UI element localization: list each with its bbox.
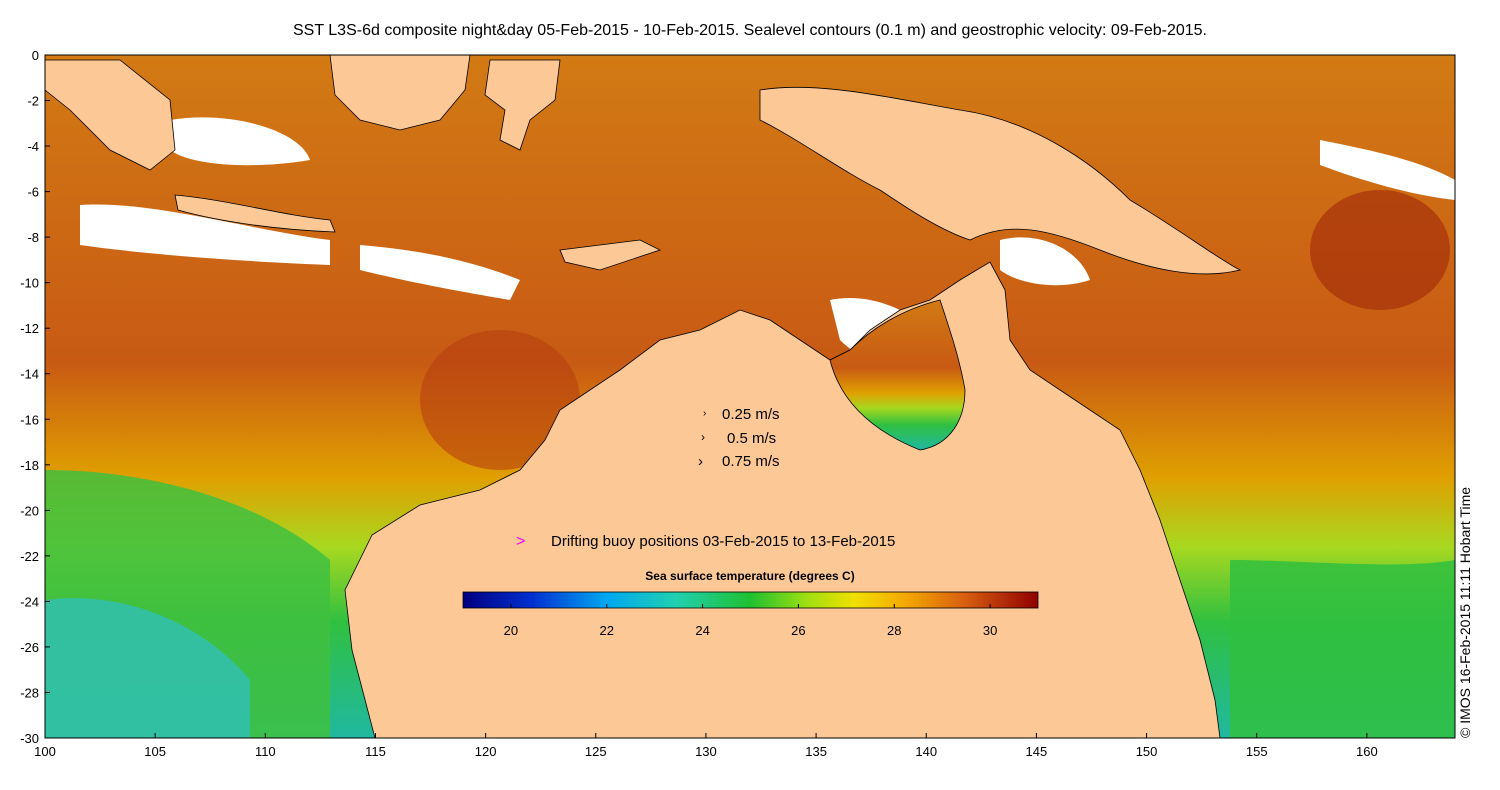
velocity-legend: › 0.25 m/s › 0.5 m/s › 0.75 m/s: [698, 406, 780, 470]
page-title: SST L3S-6d composite night&day 05-Feb-20…: [293, 22, 1207, 39]
x-tick-label: 105: [144, 744, 166, 759]
colorbar-tick-label: 26: [791, 623, 805, 638]
cloud-patch: [170, 117, 310, 166]
borneo-land: [329, 55, 471, 131]
colorbar-gradient: [462, 591, 1039, 609]
y-tick-label: -28: [20, 685, 39, 700]
x-tick-label: 100: [34, 744, 56, 759]
cloud-patch: [80, 204, 330, 265]
cloud-patch: [1320, 140, 1455, 200]
velocity-legend-label: 0.75 m/s: [722, 453, 780, 470]
cloud-patch: [1000, 237, 1090, 286]
warm-patch: [420, 330, 580, 470]
velocity-arrow-icon: ›: [703, 408, 706, 419]
y-tick-label: -20: [20, 503, 39, 518]
x-tick-label: 135: [805, 744, 827, 759]
new-guinea-land: [759, 86, 1242, 275]
y-tick-label: -12: [20, 321, 39, 336]
y-tick-label: -30: [20, 731, 39, 746]
y-tick-label: -8: [27, 230, 39, 245]
x-tick-label: 155: [1246, 744, 1268, 759]
y-tick-label: -2: [27, 94, 39, 109]
colorbar-ticks: 20 22 24 26 28 30: [504, 604, 997, 638]
x-axis: 100 105 110 115 120 125 130 135 140 145 150 155 160: [34, 733, 1378, 759]
y-tick-label: -24: [20, 594, 39, 609]
x-tick-label: 140: [915, 744, 937, 759]
velocity-arrow-icon: ›: [701, 430, 705, 444]
x-tick-label: 120: [475, 744, 497, 759]
y-tick-label: -18: [20, 458, 39, 473]
map-field: [45, 55, 1455, 738]
x-tick-label: 115: [365, 744, 386, 759]
y-tick-label: -22: [20, 549, 39, 564]
colorbar-tick-label: 30: [983, 623, 997, 638]
timor-land: [559, 239, 662, 271]
y-tick-label: -16: [20, 412, 39, 427]
x-tick-label: 145: [1026, 744, 1048, 759]
buoy-legend: > Drifting buoy positions 03-Feb-2015 to…: [516, 533, 895, 550]
australia-land: [344, 261, 1221, 738]
plot-frame: [44, 54, 1456, 739]
y-tick-label: -14: [20, 367, 39, 382]
gulf-of-carpentaria: [829, 299, 966, 451]
colorbar-tick-label: 28: [887, 623, 901, 638]
y-tick-label: -10: [20, 276, 39, 291]
velocity-legend-label: 0.5 m/s: [727, 430, 776, 447]
warm-patch: [1310, 190, 1450, 310]
x-tick-label: 130: [695, 744, 717, 759]
cool-water-east: [1230, 560, 1455, 738]
java-land: [174, 194, 336, 233]
x-tick-label: 150: [1136, 744, 1158, 759]
velocity-arrow-icon: ›: [698, 453, 703, 470]
x-tick-label: 125: [585, 744, 607, 759]
buoy-marker-icon: >: [516, 533, 525, 550]
colorbar-tick-label: 24: [695, 623, 709, 638]
y-tick-label: 0: [32, 48, 39, 63]
x-tick-label: 160: [1356, 744, 1378, 759]
colorbar-title: Sea surface temperature (degrees C): [645, 569, 854, 583]
colorbar: Sea surface temperature (degrees C) 20 22…: [462, 569, 1039, 638]
y-tick-label: -4: [27, 139, 39, 154]
y-tick-label: -6: [27, 185, 39, 200]
sulawesi-land: [484, 59, 561, 151]
cloud-patch: [360, 245, 520, 300]
x-tick-label: 110: [255, 744, 276, 759]
credit-text: © IMOS 16-Feb-2015 11:11 Hobart Time: [1457, 487, 1473, 738]
y-axis: 0 -2 -4 -6 -8 -10 -12 -14 -16 -18 -20 -22 -24 -26 -28 -…: [20, 48, 50, 746]
colorbar-tick-label: 20: [504, 623, 518, 638]
colorbar-tick-label: 22: [600, 623, 614, 638]
buoy-legend-label: Drifting buoy positions 03-Feb-2015 to 1…: [551, 533, 895, 550]
velocity-legend-label: 0.25 m/s: [722, 406, 780, 423]
y-tick-label: -26: [20, 640, 39, 655]
cold-water-southwest: [45, 598, 250, 738]
sumatra-land: [45, 59, 176, 171]
